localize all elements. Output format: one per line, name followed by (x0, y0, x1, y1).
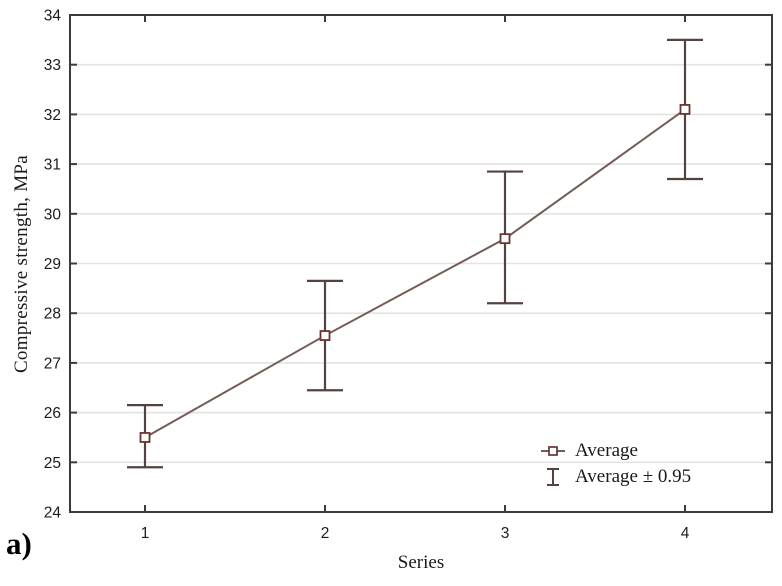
y-tick-label: 32 (44, 107, 61, 124)
legend-item-average: Average (540, 438, 691, 464)
y-tick-label: 25 (44, 455, 61, 472)
y-tick-label: 34 (44, 8, 62, 25)
x-tick-label: 2 (321, 525, 330, 542)
y-tick-label: 30 (44, 206, 62, 223)
legend-label-average: Average (575, 440, 638, 461)
error-bar-icon (547, 468, 559, 486)
data-point-marker (679, 104, 691, 115)
y-tick-label: 33 (44, 57, 61, 74)
y-tick-label: 26 (44, 405, 61, 422)
chart-legend: Average Average ± 0.95 (540, 438, 691, 490)
legend-item-ci: Average ± 0.95 (540, 464, 691, 490)
y-tick-label: 29 (44, 256, 61, 273)
y-tick-label: 27 (44, 355, 61, 372)
y-tick-label: 28 (44, 306, 61, 323)
data-point-marker (499, 233, 511, 245)
y-tick-label: 24 (44, 505, 62, 522)
x-tick-label: 3 (501, 525, 510, 542)
x-tick-label: 1 (141, 525, 150, 542)
x-axis-title: Series (397, 552, 445, 573)
legend-label-ci: Average ± 0.95 (575, 466, 692, 487)
data-point-marker (319, 330, 331, 341)
panel-label: a) (6, 526, 32, 561)
data-point-marker (139, 432, 151, 443)
series-line (144, 108, 686, 439)
y-axis-title: Compressive strength, MPa (11, 154, 32, 374)
square-marker-icon (541, 446, 565, 456)
y-tick-label: 31 (44, 157, 61, 174)
x-tick-label: 4 (681, 525, 690, 542)
